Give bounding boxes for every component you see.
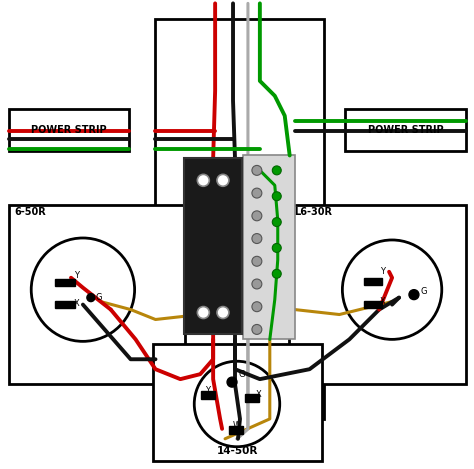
Text: X: X — [256, 390, 262, 399]
Circle shape — [272, 166, 281, 175]
Circle shape — [31, 238, 135, 341]
Bar — [289, 205, 465, 384]
Text: Y: Y — [74, 271, 80, 280]
Text: 6-50R: 6-50R — [14, 207, 46, 217]
Text: 14-50R: 14-50R — [216, 446, 258, 456]
Bar — [155, 19, 325, 419]
Circle shape — [87, 294, 95, 302]
Bar — [243, 155, 295, 340]
Circle shape — [197, 174, 210, 186]
Circle shape — [272, 269, 281, 278]
Text: L6-30R: L6-30R — [294, 207, 332, 217]
Bar — [245, 394, 259, 402]
Text: G: G — [420, 287, 427, 296]
Text: X: X — [379, 297, 385, 306]
Bar — [346, 109, 465, 151]
Circle shape — [252, 211, 262, 221]
Circle shape — [252, 302, 262, 312]
Text: POWER STRIP: POWER STRIP — [31, 125, 107, 135]
Bar — [9, 205, 185, 384]
Circle shape — [252, 279, 262, 289]
Circle shape — [252, 234, 262, 243]
Bar — [153, 344, 322, 461]
Bar — [55, 301, 75, 308]
Bar — [229, 426, 243, 434]
Circle shape — [252, 256, 262, 266]
Circle shape — [272, 243, 281, 252]
Circle shape — [409, 290, 419, 300]
Circle shape — [272, 192, 281, 201]
Text: W: W — [233, 421, 241, 431]
Circle shape — [217, 174, 229, 186]
Circle shape — [252, 325, 262, 334]
Circle shape — [227, 377, 237, 387]
Circle shape — [217, 307, 229, 318]
Text: POWER STRIP: POWER STRIP — [368, 125, 443, 135]
Bar — [184, 159, 242, 334]
Text: X: X — [74, 299, 80, 308]
Circle shape — [272, 218, 281, 227]
Text: G: G — [96, 293, 102, 302]
Bar — [201, 391, 215, 399]
Text: G: G — [239, 370, 245, 378]
Circle shape — [197, 307, 210, 318]
Bar — [364, 278, 382, 285]
Bar — [364, 301, 382, 308]
Circle shape — [194, 361, 280, 447]
Bar — [9, 109, 128, 151]
Circle shape — [342, 240, 442, 340]
Bar — [55, 279, 75, 286]
Circle shape — [252, 188, 262, 198]
Circle shape — [252, 166, 262, 175]
Text: Y: Y — [380, 267, 384, 276]
Text: Y: Y — [205, 386, 210, 394]
